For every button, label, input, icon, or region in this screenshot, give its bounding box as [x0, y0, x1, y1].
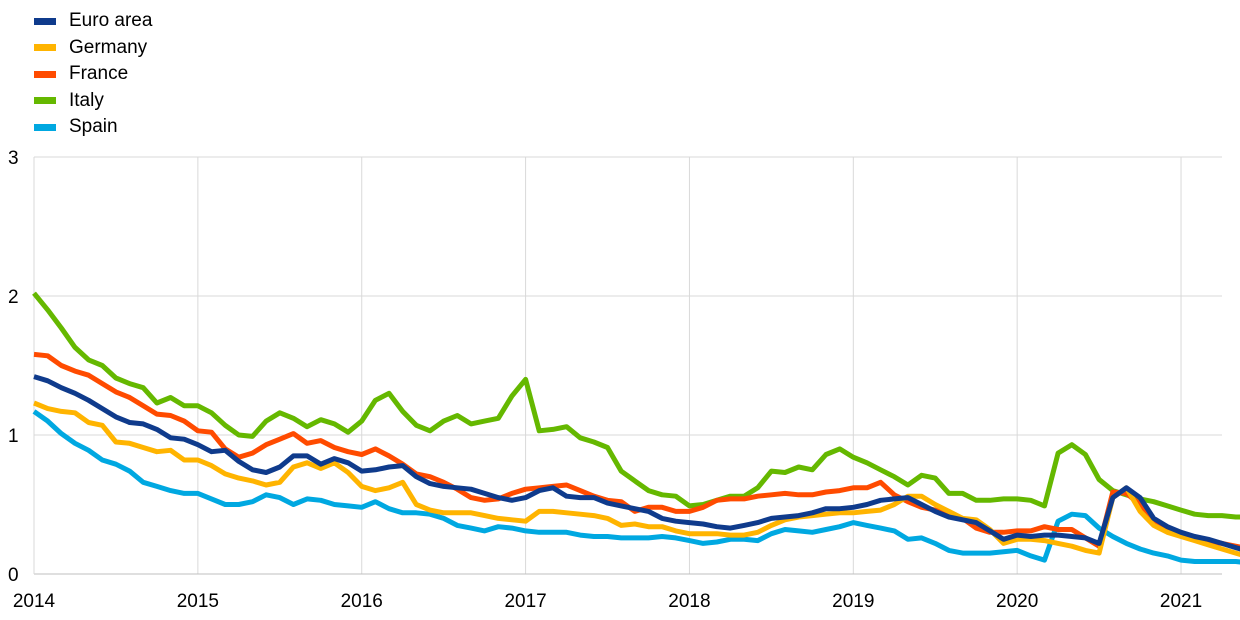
- y-tick-label: 1: [8, 426, 19, 447]
- x-tick-labels: 2014 2015 2016 2017 2018 2019 2020 2021: [13, 591, 1202, 612]
- series-line-spain: [32, 409, 1240, 565]
- legend-item: France: [34, 61, 152, 88]
- y-tick-label: 0: [8, 565, 19, 586]
- x-tick-label: 2016: [341, 591, 383, 612]
- axes: [33, 157, 1222, 575]
- legend-label: France: [69, 63, 129, 85]
- x-tick-label: 2019: [832, 591, 874, 612]
- legend-item: Euro area: [34, 8, 152, 35]
- legend-label: Spain: [69, 116, 118, 138]
- gridlines: [33, 156, 1222, 574]
- legend-label: Euro area: [69, 10, 153, 32]
- legend-label: Germany: [69, 36, 148, 58]
- series-line-euro-area: [33, 374, 1240, 552]
- x-tick-label: 2020: [996, 591, 1038, 612]
- x-tick-label: 2021: [1160, 591, 1202, 612]
- series-line-italy: [32, 291, 1240, 520]
- legend-item: Italy: [34, 88, 152, 115]
- x-tick-label: 2017: [504, 591, 546, 612]
- legend-label: Italy: [69, 89, 104, 111]
- x-tick-label: 2018: [668, 591, 710, 612]
- legend-swatch: [34, 17, 56, 25]
- y-tick-label: 2: [8, 287, 19, 308]
- x-tick-label: 2015: [177, 591, 219, 612]
- legend-swatch: [34, 44, 56, 52]
- x-tick-label: 2014: [13, 591, 56, 612]
- y-tick-label: 3: [8, 148, 19, 169]
- y-tick-labels: 0 1 2 3: [8, 148, 19, 586]
- legend-item: Spain: [34, 114, 152, 141]
- legend-swatch: [34, 70, 56, 78]
- legend: Euro area Germany France Italy Spain: [34, 8, 152, 141]
- legend-swatch: [34, 123, 56, 131]
- legend-item: Germany: [34, 35, 152, 62]
- series-lines: [32, 291, 1240, 565]
- legend-swatch: [34, 97, 56, 105]
- series-line-germany: [33, 400, 1240, 558]
